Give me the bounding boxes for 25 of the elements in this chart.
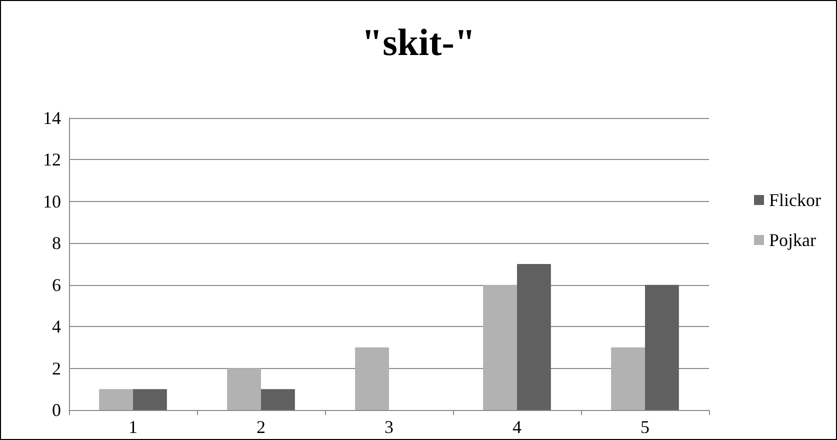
bar	[355, 347, 389, 410]
y-tick-label: 8	[52, 233, 61, 254]
legend-label: Pojkar	[769, 230, 816, 250]
bar	[611, 347, 645, 410]
y-tick-label: 2	[52, 358, 61, 378]
y-tick-label: 0	[52, 400, 61, 420]
y-tick-label: 10	[43, 191, 61, 212]
y-tick-label: 6	[52, 274, 61, 295]
bar	[133, 389, 167, 410]
y-tick-label: 4	[52, 316, 61, 337]
x-tick-label: 5	[640, 417, 650, 437]
x-tick-label: 1	[128, 417, 138, 437]
x-tick-label: 2	[256, 417, 266, 437]
bar	[517, 264, 551, 410]
bar	[99, 389, 133, 410]
bar	[645, 284, 679, 410]
bar	[483, 284, 517, 410]
chart-title: "skit-"	[362, 22, 476, 64]
bar	[261, 389, 295, 410]
x-tick-label: 3	[384, 417, 394, 437]
y-tick-label: 14	[43, 108, 61, 128]
x-tick-label: 4	[512, 417, 522, 437]
legend-label: Flickor	[769, 190, 822, 210]
bar	[227, 368, 261, 410]
y-tick-label: 12	[43, 150, 61, 170]
